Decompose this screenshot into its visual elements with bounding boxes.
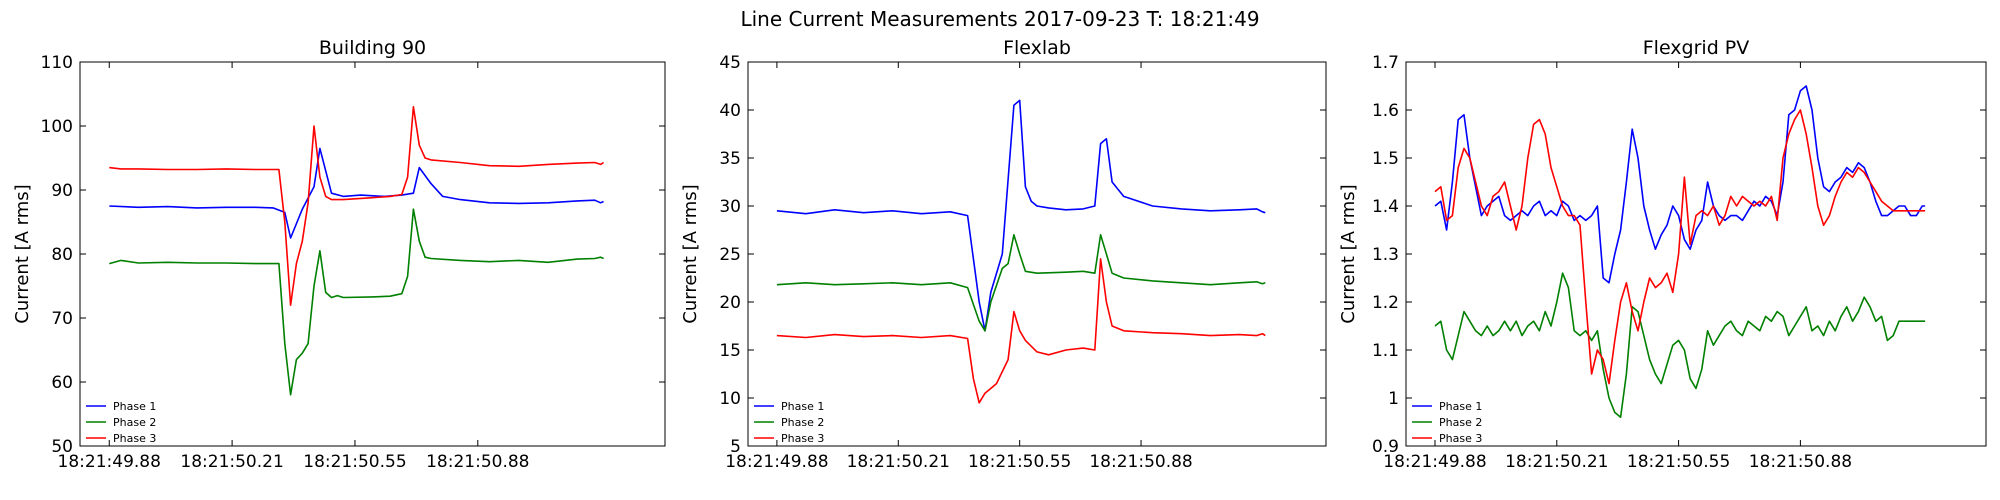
x-tick-label: 18:21:49.88 bbox=[725, 452, 828, 472]
series-line-phase-3 bbox=[109, 106, 605, 307]
y-tick-label: 1 bbox=[1388, 389, 1399, 409]
y-tick-label: 70 bbox=[51, 309, 73, 329]
legend-label: Phase 3 bbox=[113, 432, 156, 445]
legend-label: Phase 1 bbox=[1439, 400, 1482, 413]
x-tick-label: 18:21:50.55 bbox=[1627, 452, 1730, 472]
y-tick-label: 10 bbox=[719, 389, 741, 409]
chart-title: Flexgrid PV bbox=[1643, 37, 1750, 59]
y-tick-label: 90 bbox=[51, 181, 73, 201]
chart-legend: Phase 1 Phase 2 Phase 3 bbox=[1412, 400, 1482, 445]
y-tick-label: 45 bbox=[719, 53, 741, 73]
y-tick-label: 20 bbox=[719, 293, 741, 313]
y-tick-label: 1.3 bbox=[1372, 245, 1399, 265]
x-tick-label: 18:21:50.21 bbox=[180, 452, 283, 472]
chart-legend: Phase 1 Phase 2 Phase 3 bbox=[86, 400, 156, 445]
x-tick-label: 18:21:50.88 bbox=[1749, 452, 1852, 472]
chart-panel-2: Flexlab 5 10 15 20 25 30 35 40 45 18:21:49.88 18:21… bbox=[680, 37, 1327, 472]
y-tick-label: 15 bbox=[719, 341, 741, 361]
y-tick-label: 50 bbox=[51, 437, 73, 457]
y-tick-label: 1.4 bbox=[1372, 197, 1399, 217]
y-tick-label: 35 bbox=[719, 149, 741, 169]
y-tick-label: 80 bbox=[51, 245, 73, 265]
x-tick-label: 18:21:50.55 bbox=[303, 452, 406, 472]
y-axis-label: Current [A rms] bbox=[1338, 184, 1359, 323]
chart-title: Building 90 bbox=[319, 37, 426, 59]
legend-label: Phase 3 bbox=[1439, 432, 1482, 445]
series-line-phase-1 bbox=[109, 147, 604, 239]
plot-frame bbox=[79, 61, 666, 447]
plot-frame bbox=[747, 61, 1327, 447]
series-line-phase-1 bbox=[1434, 85, 1926, 284]
y-tick-label: 5 bbox=[730, 437, 741, 457]
y-tick-label: 25 bbox=[719, 245, 741, 265]
series-line-phase-2 bbox=[776, 234, 1266, 332]
y-tick-label: 1.2 bbox=[1372, 293, 1399, 313]
legend-label: Phase 2 bbox=[113, 416, 156, 429]
legend-label: Phase 1 bbox=[781, 400, 824, 413]
y-tick-label: 110 bbox=[41, 53, 73, 73]
x-tick-label: 18:21:50.88 bbox=[1089, 452, 1192, 472]
chart-title: Flexlab bbox=[1003, 37, 1071, 59]
series-line-phase-3 bbox=[1434, 109, 1926, 385]
chart-panel-3: Flexgrid PV 0.9 1 1.1 1.2 1.3 1.4 1.5 1.6 1.7 18:2… bbox=[1338, 37, 1987, 472]
y-tick-label: 0.9 bbox=[1372, 437, 1399, 457]
series-line-phase-2 bbox=[1434, 272, 1926, 419]
y-axis-label: Current [A rms] bbox=[680, 184, 701, 323]
figure-title: Line Current Measurements 2017-09-23 T: … bbox=[740, 7, 1259, 31]
y-tick-label: 60 bbox=[51, 373, 73, 393]
x-tick-label: 18:21:50.88 bbox=[426, 452, 529, 472]
legend-label: Phase 2 bbox=[781, 416, 824, 429]
x-tick-label: 18:21:49.88 bbox=[58, 452, 161, 472]
chart-legend: Phase 1 Phase 2 Phase 3 bbox=[754, 400, 824, 445]
y-tick-label: 1.5 bbox=[1372, 149, 1399, 169]
y-tick-label: 30 bbox=[719, 197, 741, 217]
chart-panel-1: Building 90 50 60 70 80 90 100 110 18:21:49.88 18… bbox=[12, 37, 666, 472]
x-tick-label: 18:21:50.21 bbox=[1505, 452, 1608, 472]
y-tick-label: 1.1 bbox=[1372, 341, 1399, 361]
series-line-phase-2 bbox=[109, 208, 604, 396]
series-line-phase-3 bbox=[776, 257, 1266, 404]
legend-label: Phase 1 bbox=[113, 400, 156, 413]
y-tick-label: 1.7 bbox=[1372, 53, 1399, 73]
y-tick-label: 100 bbox=[41, 117, 73, 137]
legend-label: Phase 3 bbox=[781, 432, 824, 445]
y-tick-label: 40 bbox=[719, 101, 741, 121]
y-axis-label: Current [A rms] bbox=[12, 184, 33, 323]
series-line-phase-1 bbox=[776, 99, 1266, 332]
x-tick-label: 18:21:49.88 bbox=[1383, 452, 1486, 472]
x-tick-label: 18:21:50.55 bbox=[968, 452, 1071, 472]
legend-label: Phase 2 bbox=[1439, 416, 1482, 429]
y-tick-label: 1.6 bbox=[1372, 101, 1399, 121]
x-tick-label: 18:21:50.21 bbox=[847, 452, 950, 472]
